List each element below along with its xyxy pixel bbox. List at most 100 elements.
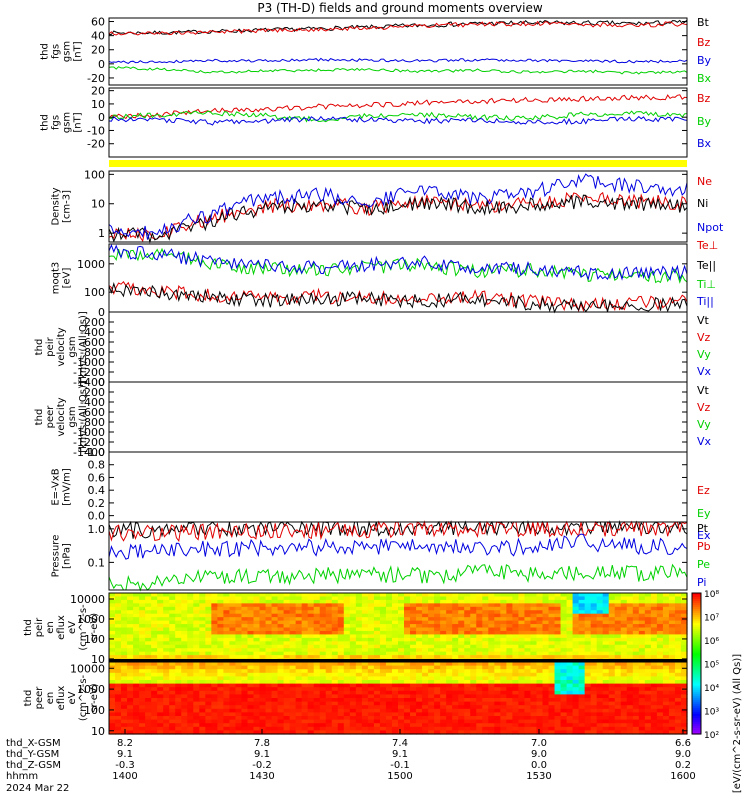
heatmap-cell xyxy=(458,651,465,656)
heatmap-cell xyxy=(391,708,399,713)
heatmap-cell xyxy=(596,648,604,653)
heatmap-cell xyxy=(506,641,513,646)
heatmap-cell xyxy=(181,641,188,646)
heatmap-cell xyxy=(217,596,224,601)
heatmap-cell xyxy=(175,644,182,649)
heatmap-cell xyxy=(476,648,483,653)
heatmap-cell xyxy=(121,593,128,598)
heatmap-cell xyxy=(385,644,393,649)
heatmap-cell xyxy=(530,648,538,653)
heatmap-cell xyxy=(494,698,501,703)
heatmap-cell xyxy=(398,665,405,670)
heatmap-cell xyxy=(518,634,526,639)
heatmap-cell xyxy=(145,680,152,685)
heatmap-cell xyxy=(163,687,170,692)
heatmap-cell xyxy=(626,603,634,608)
heatmap-cell xyxy=(307,669,315,674)
heatmap-cell xyxy=(626,662,634,667)
heatmap-cell xyxy=(602,672,610,677)
heatmap-cell xyxy=(361,644,369,649)
heatmap-cell xyxy=(355,610,363,615)
heatmap-cell xyxy=(428,651,435,656)
heatmap-cell xyxy=(313,599,321,604)
heatmap-cell xyxy=(247,680,255,685)
heatmap-cell xyxy=(217,694,224,699)
heatmap-cell xyxy=(211,680,218,685)
colorbar-frame xyxy=(691,592,702,735)
heatmap-cell xyxy=(283,694,291,699)
heatmap-cell xyxy=(506,708,513,713)
heatmap-cell xyxy=(379,613,387,618)
x-tick-label: 9.1 xyxy=(117,749,133,760)
colorbar-segment xyxy=(692,719,701,723)
heatmap-cell xyxy=(391,723,399,728)
heatmap-cell xyxy=(560,662,568,667)
heatmap-cell xyxy=(422,599,429,604)
heatmap-cell xyxy=(193,644,200,649)
heatmap-cell xyxy=(590,634,598,639)
heatmap-cell xyxy=(566,617,574,622)
heatmap-cell xyxy=(151,630,158,635)
heatmap-cell xyxy=(614,694,622,699)
heatmap-cell xyxy=(361,662,369,667)
heatmap-cell xyxy=(385,634,393,639)
heatmap-cell xyxy=(337,708,345,713)
heatmap-cell xyxy=(277,680,285,685)
heatmap-cell xyxy=(181,705,188,710)
heatmap-cell xyxy=(361,726,369,731)
heatmap-cell xyxy=(331,613,339,618)
heatmap-cell xyxy=(319,641,327,646)
heatmap-cell xyxy=(151,730,158,735)
heatmap-cell xyxy=(193,599,200,604)
heatmap-cell xyxy=(391,694,399,699)
heatmap-cell xyxy=(410,662,417,667)
heatmap-cell xyxy=(241,690,249,695)
heatmap-cell xyxy=(644,669,652,674)
heatmap-cell xyxy=(554,708,562,713)
heatmap-cell xyxy=(560,596,568,601)
heatmap-cell xyxy=(139,599,146,604)
heatmap-cell xyxy=(235,662,243,667)
heatmap-cell xyxy=(163,723,170,728)
heatmap-cell xyxy=(313,662,321,667)
heatmap-cell xyxy=(680,712,688,717)
heatmap-cell xyxy=(554,603,562,608)
heatmap-cell xyxy=(325,726,333,731)
heatmap-cell xyxy=(476,651,483,656)
heatmap-cell xyxy=(217,669,224,674)
heatmap-cell xyxy=(434,617,441,622)
heatmap-cell xyxy=(187,726,194,731)
heatmap-cell xyxy=(428,620,435,625)
y-tick-label: 1.0 xyxy=(88,446,106,459)
heatmap-cell xyxy=(512,730,520,735)
heatmap-cell xyxy=(650,634,658,639)
heatmap-cell xyxy=(440,603,447,608)
heatmap-cell xyxy=(506,716,513,721)
heatmap-cell xyxy=(668,712,676,717)
heatmap-cell xyxy=(566,662,574,667)
heatmap-cell xyxy=(379,620,387,625)
heatmap-cell xyxy=(416,655,423,660)
series-Pb-line xyxy=(108,520,688,543)
heatmap-cell xyxy=(584,634,592,639)
heatmap-cell xyxy=(349,701,357,706)
heatmap-cell xyxy=(560,701,568,706)
heatmap-cell xyxy=(151,637,158,642)
heatmap-cell xyxy=(199,687,206,692)
heatmap-cell xyxy=(590,726,598,731)
heatmap-cell xyxy=(458,680,465,685)
heatmap-cell xyxy=(229,651,237,656)
heatmap-cell xyxy=(440,624,447,629)
heatmap-cell xyxy=(289,627,297,632)
heatmap-cell xyxy=(530,687,538,692)
heatmap-cell xyxy=(391,620,399,625)
heatmap-cell xyxy=(193,672,200,677)
heatmap-cell xyxy=(650,683,658,688)
heatmap-cell xyxy=(590,655,598,660)
colorbar-segment xyxy=(692,651,701,655)
x-tick-label: 9.0 xyxy=(675,749,691,760)
heatmap-cell xyxy=(410,730,417,735)
heatmap-cell xyxy=(680,641,688,646)
heatmap-cell xyxy=(446,716,453,721)
heatmap-cell xyxy=(620,708,628,713)
